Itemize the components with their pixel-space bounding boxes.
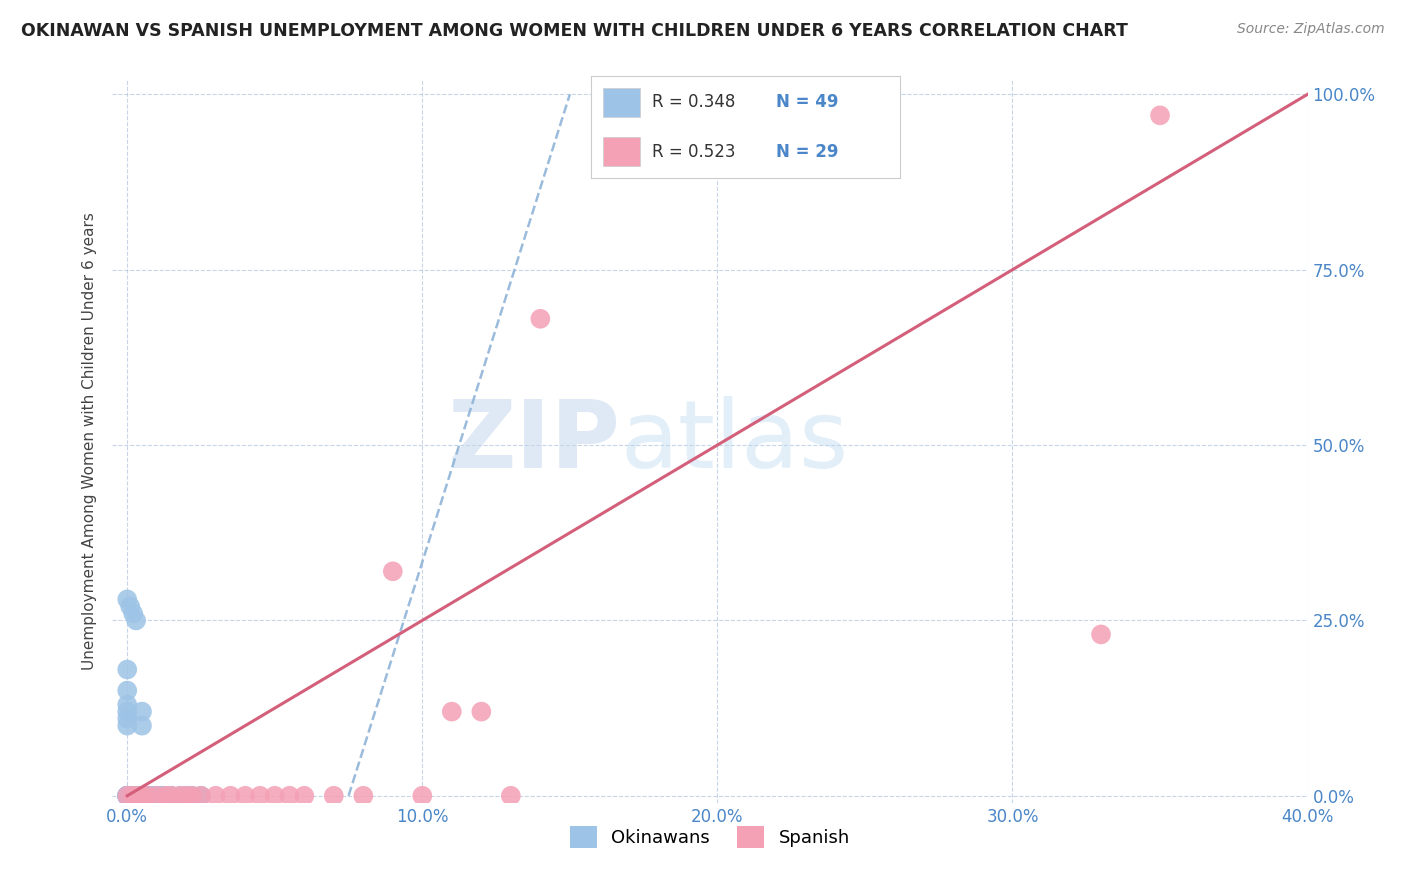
- Text: R = 0.523: R = 0.523: [652, 143, 735, 161]
- Point: [115, 789, 138, 803]
- Point: [131, 705, 153, 719]
- Text: atlas: atlas: [620, 395, 849, 488]
- Legend: Okinawans, Spanish: Okinawans, Spanish: [562, 819, 858, 855]
- Text: OKINAWAN VS SPANISH UNEMPLOYMENT AMONG WOMEN WITH CHILDREN UNDER 6 YEARS CORRELA: OKINAWAN VS SPANISH UNEMPLOYMENT AMONG W…: [21, 22, 1128, 40]
- Point: [115, 663, 138, 677]
- Point: [115, 789, 138, 803]
- Point: [115, 789, 138, 803]
- Point: [115, 789, 138, 803]
- Point: [115, 683, 138, 698]
- Point: [322, 789, 344, 803]
- Point: [120, 789, 142, 803]
- Point: [122, 607, 145, 621]
- Point: [160, 789, 183, 803]
- Point: [125, 789, 148, 803]
- Point: [120, 789, 142, 803]
- Point: [142, 789, 165, 803]
- Point: [169, 789, 191, 803]
- Point: [136, 789, 159, 803]
- Point: [352, 789, 374, 803]
- Point: [122, 789, 145, 803]
- Point: [120, 599, 142, 614]
- Point: [122, 789, 145, 803]
- Point: [115, 592, 138, 607]
- Point: [411, 789, 433, 803]
- Point: [145, 789, 167, 803]
- Text: R = 0.348: R = 0.348: [652, 93, 735, 111]
- Point: [263, 789, 285, 803]
- Point: [249, 789, 271, 803]
- Point: [169, 789, 191, 803]
- Point: [529, 311, 551, 326]
- Point: [152, 789, 174, 803]
- Point: [381, 564, 404, 578]
- Point: [190, 789, 212, 803]
- Point: [233, 789, 256, 803]
- Y-axis label: Unemployment Among Women with Children Under 6 years: Unemployment Among Women with Children U…: [82, 212, 97, 671]
- Point: [131, 789, 153, 803]
- Point: [115, 789, 138, 803]
- Point: [181, 789, 204, 803]
- Point: [181, 789, 204, 803]
- Point: [131, 718, 153, 732]
- Point: [145, 789, 167, 803]
- Point: [115, 789, 138, 803]
- Point: [440, 705, 463, 719]
- Point: [174, 789, 197, 803]
- Point: [139, 789, 162, 803]
- Point: [292, 789, 315, 803]
- Point: [149, 789, 172, 803]
- Point: [115, 789, 138, 803]
- Text: N = 49: N = 49: [776, 93, 838, 111]
- Point: [115, 718, 138, 732]
- Point: [115, 789, 138, 803]
- Point: [278, 789, 301, 803]
- Point: [115, 789, 138, 803]
- Point: [134, 789, 156, 803]
- Text: ZIP: ZIP: [447, 395, 620, 488]
- Point: [115, 712, 138, 726]
- Text: N = 29: N = 29: [776, 143, 838, 161]
- Point: [204, 789, 226, 803]
- Bar: [603, 88, 640, 117]
- Point: [1090, 627, 1112, 641]
- Point: [115, 698, 138, 712]
- Bar: [603, 137, 640, 166]
- Point: [131, 789, 153, 803]
- Point: [115, 789, 138, 803]
- Point: [155, 789, 177, 803]
- Point: [125, 789, 148, 803]
- Point: [115, 789, 138, 803]
- Point: [145, 789, 167, 803]
- Point: [122, 789, 145, 803]
- Point: [115, 789, 138, 803]
- Point: [115, 705, 138, 719]
- Point: [128, 789, 150, 803]
- Point: [136, 789, 159, 803]
- Point: [174, 789, 197, 803]
- Point: [470, 705, 492, 719]
- Point: [131, 789, 153, 803]
- Point: [190, 789, 212, 803]
- Point: [499, 789, 522, 803]
- Point: [219, 789, 242, 803]
- Point: [1149, 108, 1171, 122]
- Point: [125, 614, 148, 628]
- Point: [120, 789, 142, 803]
- Text: Source: ZipAtlas.com: Source: ZipAtlas.com: [1237, 22, 1385, 37]
- Point: [155, 789, 177, 803]
- Point: [115, 789, 138, 803]
- Point: [115, 789, 138, 803]
- Point: [160, 789, 183, 803]
- Point: [128, 789, 150, 803]
